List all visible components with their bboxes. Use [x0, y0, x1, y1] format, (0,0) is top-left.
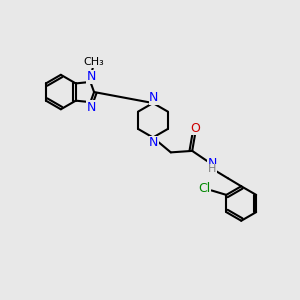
Text: N: N — [207, 157, 217, 170]
Text: Cl: Cl — [198, 182, 210, 195]
Text: N: N — [149, 136, 159, 149]
Text: N: N — [149, 91, 159, 104]
Text: N: N — [86, 101, 96, 114]
Text: CH₃: CH₃ — [83, 57, 104, 67]
Text: O: O — [190, 122, 200, 135]
Text: N: N — [86, 70, 96, 83]
Text: H: H — [208, 164, 216, 174]
